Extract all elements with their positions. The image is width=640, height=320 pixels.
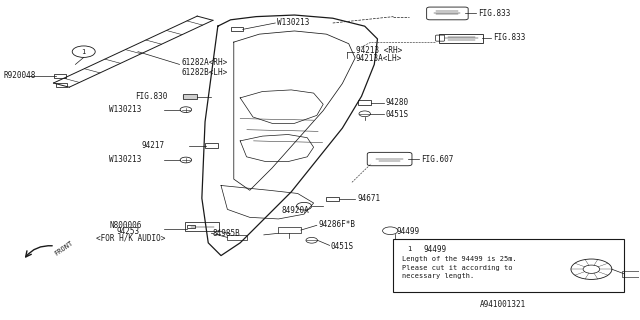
Bar: [358, 100, 371, 105]
Text: 0451S: 0451S: [331, 242, 354, 251]
Text: 94213A<LH>: 94213A<LH>: [356, 53, 402, 62]
Bar: [326, 197, 339, 201]
Bar: [54, 74, 66, 77]
Bar: [231, 28, 243, 31]
Text: 94213 <RH>: 94213 <RH>: [356, 45, 402, 55]
Text: 61282A<RH>: 61282A<RH>: [181, 58, 228, 67]
Text: 94280: 94280: [386, 98, 409, 107]
Bar: [622, 271, 640, 277]
Text: FIG.833: FIG.833: [493, 34, 525, 43]
Text: Length of the 94499 is 25m.: Length of the 94499 is 25m.: [402, 256, 516, 262]
Text: 94671: 94671: [357, 194, 380, 204]
Text: 94499: 94499: [397, 227, 420, 236]
Text: W130213: W130213: [109, 105, 141, 114]
Text: N800006: N800006: [109, 221, 141, 230]
Bar: [56, 83, 67, 87]
Text: W130213: W130213: [109, 155, 141, 164]
Text: 1: 1: [407, 246, 412, 252]
Text: 1: 1: [81, 49, 86, 55]
Text: necessary length.: necessary length.: [402, 273, 474, 279]
Text: 94286F*B: 94286F*B: [318, 220, 355, 229]
Bar: [227, 235, 246, 240]
Text: R920048: R920048: [4, 71, 36, 80]
FancyBboxPatch shape: [394, 239, 624, 292]
Text: 84985B: 84985B: [212, 229, 241, 238]
Text: A941001321: A941001321: [479, 300, 526, 309]
Text: 94217: 94217: [141, 141, 164, 150]
Text: 94253: 94253: [117, 227, 140, 236]
Text: <FOR H/K AUDIO>: <FOR H/K AUDIO>: [97, 234, 166, 243]
Bar: [182, 94, 196, 100]
Text: FIG.833: FIG.833: [478, 9, 511, 18]
Text: Please cut it according to: Please cut it according to: [402, 265, 512, 271]
Text: FIG.830: FIG.830: [135, 92, 167, 101]
Text: 0451S: 0451S: [386, 110, 409, 119]
Text: W130213: W130213: [277, 19, 310, 28]
Bar: [278, 227, 301, 233]
Text: 84920A: 84920A: [282, 206, 309, 215]
Bar: [205, 143, 218, 148]
Text: 61282B<LH>: 61282B<LH>: [181, 68, 228, 77]
Text: FRONT: FRONT: [53, 240, 74, 257]
Text: 94499: 94499: [424, 245, 447, 254]
Text: FIG.607: FIG.607: [421, 155, 453, 164]
Bar: [186, 225, 195, 228]
